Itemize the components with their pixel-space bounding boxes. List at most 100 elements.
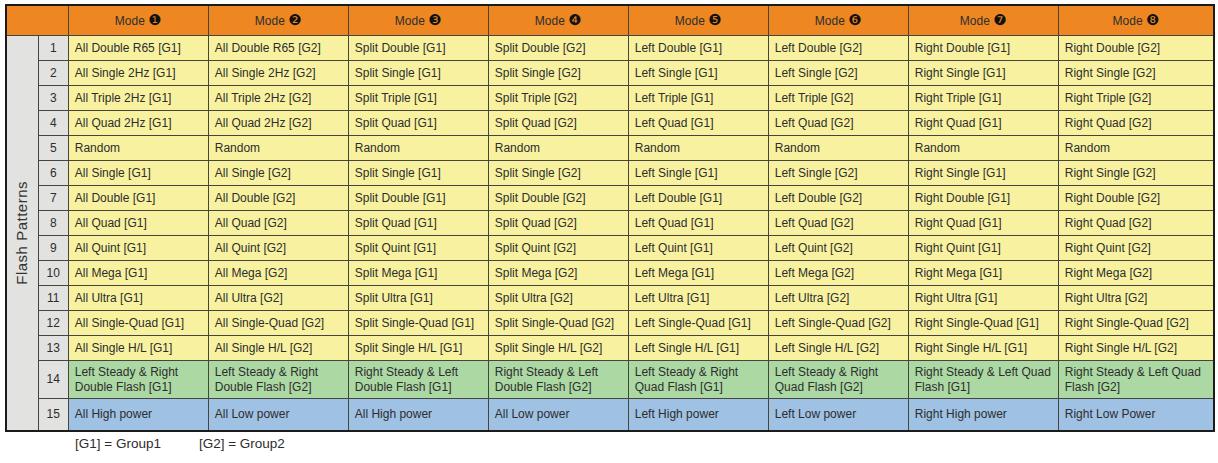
mode-number-badge: ❷ [288, 11, 301, 28]
row-number: 1 [38, 36, 68, 61]
pattern-cell-mode5-row12: Left Single-Quad [G1] [628, 311, 768, 336]
pattern-cell-mode8-row12: Right Single-Quad [G2] [1058, 311, 1214, 336]
table-row-12: 12All Single-Quad [G1]All Single-Quad [G… [6, 311, 1214, 336]
mode-header-label: Mode [115, 14, 148, 28]
table-row-3: 3All Triple 2Hz [G1]All Triple 2Hz [G2]S… [6, 86, 1214, 111]
pattern-cell-mode6-row11: Left Ultra [G2] [768, 286, 908, 311]
pattern-cell-mode2-row4: All Quad 2Hz [G2] [208, 111, 348, 136]
pattern-cell-mode5-row10: Left Mega [G1] [628, 261, 768, 286]
pattern-cell-mode1-row15: All High power [68, 399, 208, 431]
pattern-cell-mode2-row9: All Quint [G2] [208, 236, 348, 261]
row-number: 13 [38, 336, 68, 361]
pattern-cell-mode7-row10: Right Mega [G1] [908, 261, 1058, 286]
pattern-cell-mode7-row12: Right Single-Quad [G1] [908, 311, 1058, 336]
pattern-cell-mode7-row13: Right Single H/L [G1] [908, 336, 1058, 361]
mode-number-badge: ❻ [848, 11, 861, 28]
pattern-cell-mode6-row13: Left Single H/L [G2] [768, 336, 908, 361]
mode-number-badge: ❼ [993, 11, 1006, 28]
pattern-cell-mode7-row4: Right Quad [G1] [908, 111, 1058, 136]
pattern-cell-mode1-row8: All Quad [G1] [68, 211, 208, 236]
table-row-15: 15All High powerAll Low powerAll High po… [6, 399, 1214, 431]
pattern-cell-mode7-row9: Right Quint [G1] [908, 236, 1058, 261]
side-label-cell: Flash Patterns [6, 36, 38, 431]
pattern-cell-mode5-row6: Left Single [G1] [628, 161, 768, 186]
mode-header-label: Mode [1113, 14, 1146, 28]
pattern-cell-mode3-row3: Split Triple [G1] [348, 86, 488, 111]
table-row-8: 8All Quad [G1]All Quad [G2]Split Quad [G… [6, 211, 1214, 236]
pattern-cell-mode6-row6: Left Single [G2] [768, 161, 908, 186]
pattern-cell-mode7-row8: Right Quad [G1] [908, 211, 1058, 236]
flash-patterns-label: Flash Patterns [13, 181, 32, 285]
pattern-cell-mode8-row3: Right Triple [G2] [1058, 86, 1214, 111]
pattern-cell-mode6-row1: Left Double [G2] [768, 36, 908, 61]
pattern-cell-mode4-row1: Split Double [G2] [488, 36, 628, 61]
pattern-cell-mode7-row11: Right Ultra [G1] [908, 286, 1058, 311]
pattern-cell-mode4-row7: Split Double [G2] [488, 186, 628, 211]
pattern-cell-mode7-row3: Right Triple [G1] [908, 86, 1058, 111]
mode-header-label: Mode [535, 14, 568, 28]
row-number: 10 [38, 261, 68, 286]
pattern-cell-mode1-row2: All Single 2Hz [G1] [68, 61, 208, 86]
pattern-cell-mode3-row11: Split Ultra [G1] [348, 286, 488, 311]
pattern-cell-mode5-row4: Left Quad [G1] [628, 111, 768, 136]
pattern-cell-mode7-row2: Right Single [G1] [908, 61, 1058, 86]
pattern-cell-mode4-row8: Split Quad [G2] [488, 211, 628, 236]
pattern-cell-mode8-row15: Right Low Power [1058, 399, 1214, 431]
pattern-cell-mode6-row4: Left Quad [G2] [768, 111, 908, 136]
pattern-cell-mode1-row14: Left Steady & Right Double Flash [G1] [68, 361, 208, 399]
mode-header-8: Mode ❽ [1058, 5, 1214, 36]
table-row-9: 9All Quint [G1]All Quint [G2]Split Quint… [6, 236, 1214, 261]
pattern-cell-mode4-row3: Split Triple [G2] [488, 86, 628, 111]
pattern-cell-mode2-row11: All Ultra [G2] [208, 286, 348, 311]
pattern-cell-mode1-row10: All Mega [G1] [68, 261, 208, 286]
table-row-4: 4All Quad 2Hz [G1]All Quad 2Hz [G2]Split… [6, 111, 1214, 136]
pattern-cell-mode8-row4: Right Quad [G2] [1058, 111, 1214, 136]
pattern-cell-mode2-row7: All Double [G2] [208, 186, 348, 211]
pattern-cell-mode4-row9: Split Quint [G2] [488, 236, 628, 261]
pattern-cell-mode7-row6: Right Single [G1] [908, 161, 1058, 186]
pattern-cell-mode5-row9: Left Quint [G1] [628, 236, 768, 261]
mode-header-label: Mode [960, 14, 993, 28]
mode-header-6: Mode ❻ [768, 5, 908, 36]
pattern-cell-mode1-row1: All Double R65 [G1] [68, 36, 208, 61]
pattern-cell-mode7-row7: Right Double [G1] [908, 186, 1058, 211]
pattern-cell-mode5-row7: Left Double [G1] [628, 186, 768, 211]
pattern-cell-mode4-row15: All Low power [488, 399, 628, 431]
mode-header-5: Mode ❺ [628, 5, 768, 36]
pattern-cell-mode8-row5: Random [1058, 136, 1214, 161]
row-number: 7 [38, 186, 68, 211]
pattern-cell-mode2-row1: All Double R65 [G2] [208, 36, 348, 61]
pattern-cell-mode6-row12: Left Single-Quad [G2] [768, 311, 908, 336]
pattern-cell-mode4-row4: Split Quad [G2] [488, 111, 628, 136]
pattern-cell-mode2-row14: Left Steady & Right Double Flash [G2] [208, 361, 348, 399]
flash-patterns-table-wrap: Mode ❶Mode ❷Mode ❸Mode ❹Mode ❺Mode ❻Mode… [5, 4, 1215, 432]
pattern-cell-mode3-row4: Split Quad [G1] [348, 111, 488, 136]
pattern-cell-mode8-row13: Right Single H/L [G2] [1058, 336, 1214, 361]
pattern-cell-mode5-row1: Left Double [G1] [628, 36, 768, 61]
pattern-cell-mode4-row2: Split Single [G2] [488, 61, 628, 86]
pattern-cell-mode7-row14: Right Steady & Left Quad Flash [G1] [908, 361, 1058, 399]
legend-g2: [G2] = Group2 [199, 436, 285, 451]
table-row-11: 11All Ultra [G1]All Ultra [G2]Split Ultr… [6, 286, 1214, 311]
pattern-cell-mode8-row6: Right Single [G2] [1058, 161, 1214, 186]
row-number: 8 [38, 211, 68, 236]
table-row-7: 7All Double [G1]All Double [G2]Split Dou… [6, 186, 1214, 211]
pattern-cell-mode4-row5: Random [488, 136, 628, 161]
table-body: Flash Patterns1All Double R65 [G1]All Do… [6, 36, 1214, 431]
row-number: 15 [38, 399, 68, 431]
pattern-cell-mode6-row10: Left Mega [G2] [768, 261, 908, 286]
pattern-cell-mode4-row12: Split Single-Quad [G2] [488, 311, 628, 336]
pattern-cell-mode1-row4: All Quad 2Hz [G1] [68, 111, 208, 136]
pattern-cell-mode3-row9: Split Quint [G1] [348, 236, 488, 261]
pattern-cell-mode8-row2: Right Single [G2] [1058, 61, 1214, 86]
pattern-cell-mode8-row9: Right Quint [G2] [1058, 236, 1214, 261]
pattern-cell-mode2-row13: All Single H/L [G2] [208, 336, 348, 361]
pattern-cell-mode5-row5: Random [628, 136, 768, 161]
table-row-13: 13All Single H/L [G1]All Single H/L [G2]… [6, 336, 1214, 361]
pattern-cell-mode4-row6: Split Single [G2] [488, 161, 628, 186]
pattern-cell-mode6-row3: Left Triple [G2] [768, 86, 908, 111]
pattern-cell-mode6-row7: Left Double [G2] [768, 186, 908, 211]
mode-number-badge: ❺ [708, 11, 721, 28]
pattern-cell-mode3-row12: Split Single-Quad [G1] [348, 311, 488, 336]
mode-header-label: Mode [675, 14, 708, 28]
